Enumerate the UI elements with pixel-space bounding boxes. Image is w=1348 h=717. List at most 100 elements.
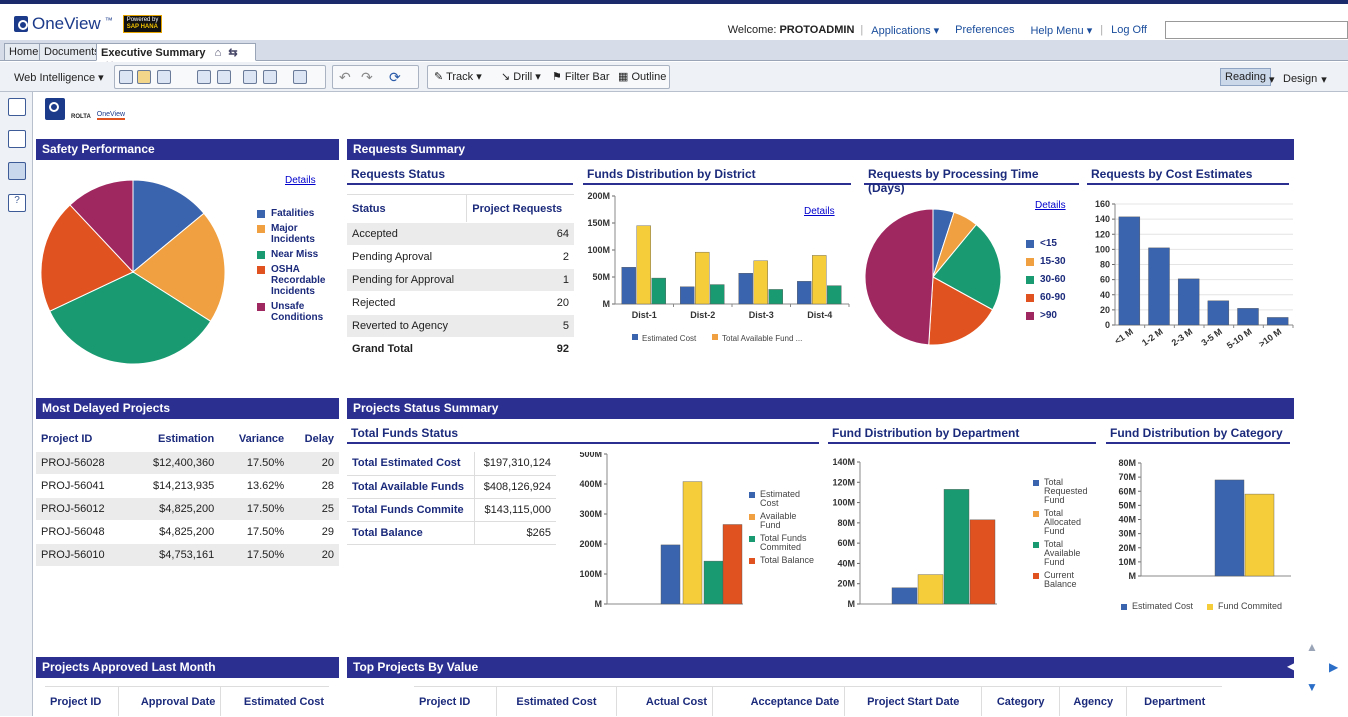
track-button[interactable]: ✎ Track ▾ (434, 71, 482, 83)
count-cell: 1 (466, 268, 574, 292)
table-row: PROJ-56041 $14,213,935 13.62% 28 (36, 474, 339, 498)
processing-time-pie-chart (865, 208, 1002, 346)
y-tick-label: M (595, 599, 603, 609)
status-cell: Pending Aproval (347, 245, 467, 269)
processing-time-details-link[interactable]: Details (1035, 200, 1066, 211)
filter-bar-button[interactable]: ⚑ Filter Bar (552, 71, 610, 83)
open-folder-icon[interactable] (137, 70, 151, 84)
scroll-right-icon[interactable]: ▶ (1329, 660, 1339, 674)
print-icon[interactable] (197, 70, 211, 84)
total-funds-legend: Estimated Cost Available Fund Total Fund… (749, 490, 815, 569)
y-tick-label: 60 (1100, 275, 1110, 285)
legend-item: Estimated Cost (1121, 602, 1193, 611)
legend-item: Total Funds Commited (749, 534, 815, 552)
col-project-id: Project ID (45, 686, 120, 717)
reading-mode-button[interactable]: Reading (1220, 68, 1271, 86)
legend-label: Fatalities (271, 208, 315, 219)
legend-swatch (749, 558, 755, 564)
legend-label: Total Allocated Fund (1044, 508, 1082, 536)
requests-status-table: Status Project Requests Accepted 64 Pendi… (347, 194, 574, 361)
web-intelligence-menu[interactable]: Web Intelligence ▾ (14, 71, 104, 84)
track-label: Track (446, 71, 474, 83)
document-tools-group (114, 65, 326, 89)
y-tick-label: 100M (579, 569, 602, 579)
legend-label: >90 (1040, 310, 1057, 321)
count-cell: 5 (466, 314, 574, 338)
scroll-down-icon[interactable]: ▼ (1306, 680, 1318, 694)
table-row: PROJ-56048 $4,825,200 17.50% 29 (36, 520, 339, 544)
cell: 28 (289, 474, 339, 498)
funds-district-details-link[interactable]: Details (804, 206, 835, 217)
legend-item: Total Allocated Fund (1033, 509, 1095, 536)
outline-button[interactable]: ▦ Outline (618, 71, 667, 83)
drill-label: Drill (513, 71, 533, 83)
scroll-left-icon[interactable]: ◀ (1287, 659, 1297, 673)
x-tick-label: 2-3 M (1170, 326, 1195, 347)
input-controls-icon[interactable] (8, 162, 26, 180)
col-category: Category (981, 686, 1061, 717)
col-approval-date: Approval Date (118, 686, 222, 717)
tab-documents[interactable]: Documents (39, 43, 105, 61)
status-cell: Accepted (347, 222, 467, 246)
help-icon[interactable]: ? (8, 194, 26, 212)
count-cell: 2 (466, 245, 574, 269)
email-icon[interactable] (293, 70, 307, 84)
reading-dropdown[interactable]: ▾ (1269, 73, 1275, 86)
bar (680, 286, 695, 305)
total-funds-title: Total Funds Status (347, 424, 819, 444)
col-acceptance-date: Acceptance Date (712, 686, 846, 717)
table-header: Project ID Approval Date Estimated Cost (45, 686, 329, 717)
bar (943, 489, 970, 605)
status-cell: Rejected (347, 291, 467, 315)
save-icon[interactable] (157, 70, 171, 84)
redo-icon[interactable]: ↷ (361, 69, 373, 85)
restore-icon[interactable]: ⇆ (228, 47, 238, 59)
drill-button[interactable]: ↘ Drill ▾ (501, 71, 541, 83)
rolta-text: ROLTA (71, 114, 91, 120)
legend-item: Near Miss (257, 249, 337, 260)
oneview-logo: OneView ™ Powered by SAP HANA (14, 14, 163, 34)
find-icon[interactable] (217, 70, 231, 84)
design-mode-button[interactable]: Design ▾ (1283, 73, 1327, 86)
search-input[interactable] (1165, 21, 1348, 39)
toolbar: Web Intelligence ▾ ↶ ↷ ⟳ ✎ Track ▾ ↘ Dri… (0, 62, 1348, 92)
export-icon[interactable] (263, 70, 277, 84)
tab-home[interactable]: Home (4, 43, 44, 61)
y-tick-label: 200M (587, 192, 610, 201)
legend-swatch (1026, 312, 1034, 320)
cell: Total Funds Commite (347, 498, 476, 522)
legend-label: 60-90 (1040, 292, 1066, 303)
sap-line2: SAP HANA (126, 24, 158, 30)
y-tick-label: 140 (1095, 214, 1110, 224)
scroll-up-icon[interactable]: ▲ (1306, 640, 1318, 654)
navigation-map-icon[interactable] (8, 130, 26, 148)
filter-bar-label: Filter Bar (564, 71, 610, 83)
bar (827, 285, 842, 305)
requests-summary-header: Requests Summary (347, 139, 1294, 160)
cell: 20 (289, 451, 339, 475)
legend-label: Current Balance (1044, 570, 1077, 589)
y-tick-label: 160 (1095, 199, 1110, 209)
preferences-link[interactable]: Preferences (955, 24, 1015, 36)
y-tick-label: 20M (1118, 543, 1136, 553)
new-document-icon[interactable] (119, 70, 133, 84)
y-tick-label: 200M (579, 539, 602, 549)
legend-label: Estimated Cost (760, 489, 801, 508)
document-summary-icon[interactable] (8, 98, 26, 116)
safety-details-link[interactable]: Details (285, 175, 316, 186)
applications-menu[interactable]: Applications ▾ (871, 24, 940, 37)
legend-item: Fatalities (257, 208, 337, 219)
y-tick-label: 150M (587, 218, 610, 228)
cell: Total Available Funds (347, 475, 476, 499)
history-icon[interactable] (243, 70, 257, 84)
y-tick-label: 60M (837, 538, 855, 548)
y-tick-label: 50M (1118, 500, 1136, 510)
undo-icon[interactable]: ↶ (339, 69, 351, 85)
help-menu[interactable]: Help Menu ▾ (1030, 24, 1093, 37)
refresh-icon[interactable]: ⟳ (389, 69, 401, 85)
y-tick-label: 30M (1118, 529, 1136, 539)
tab-executive-summary[interactable]: Executive Summary ⌂ ⇆ ✕ (96, 43, 256, 72)
bar (1266, 317, 1289, 326)
pin-icon[interactable]: ⌂ (214, 47, 222, 59)
logoff-link[interactable]: Log Off (1111, 24, 1147, 36)
